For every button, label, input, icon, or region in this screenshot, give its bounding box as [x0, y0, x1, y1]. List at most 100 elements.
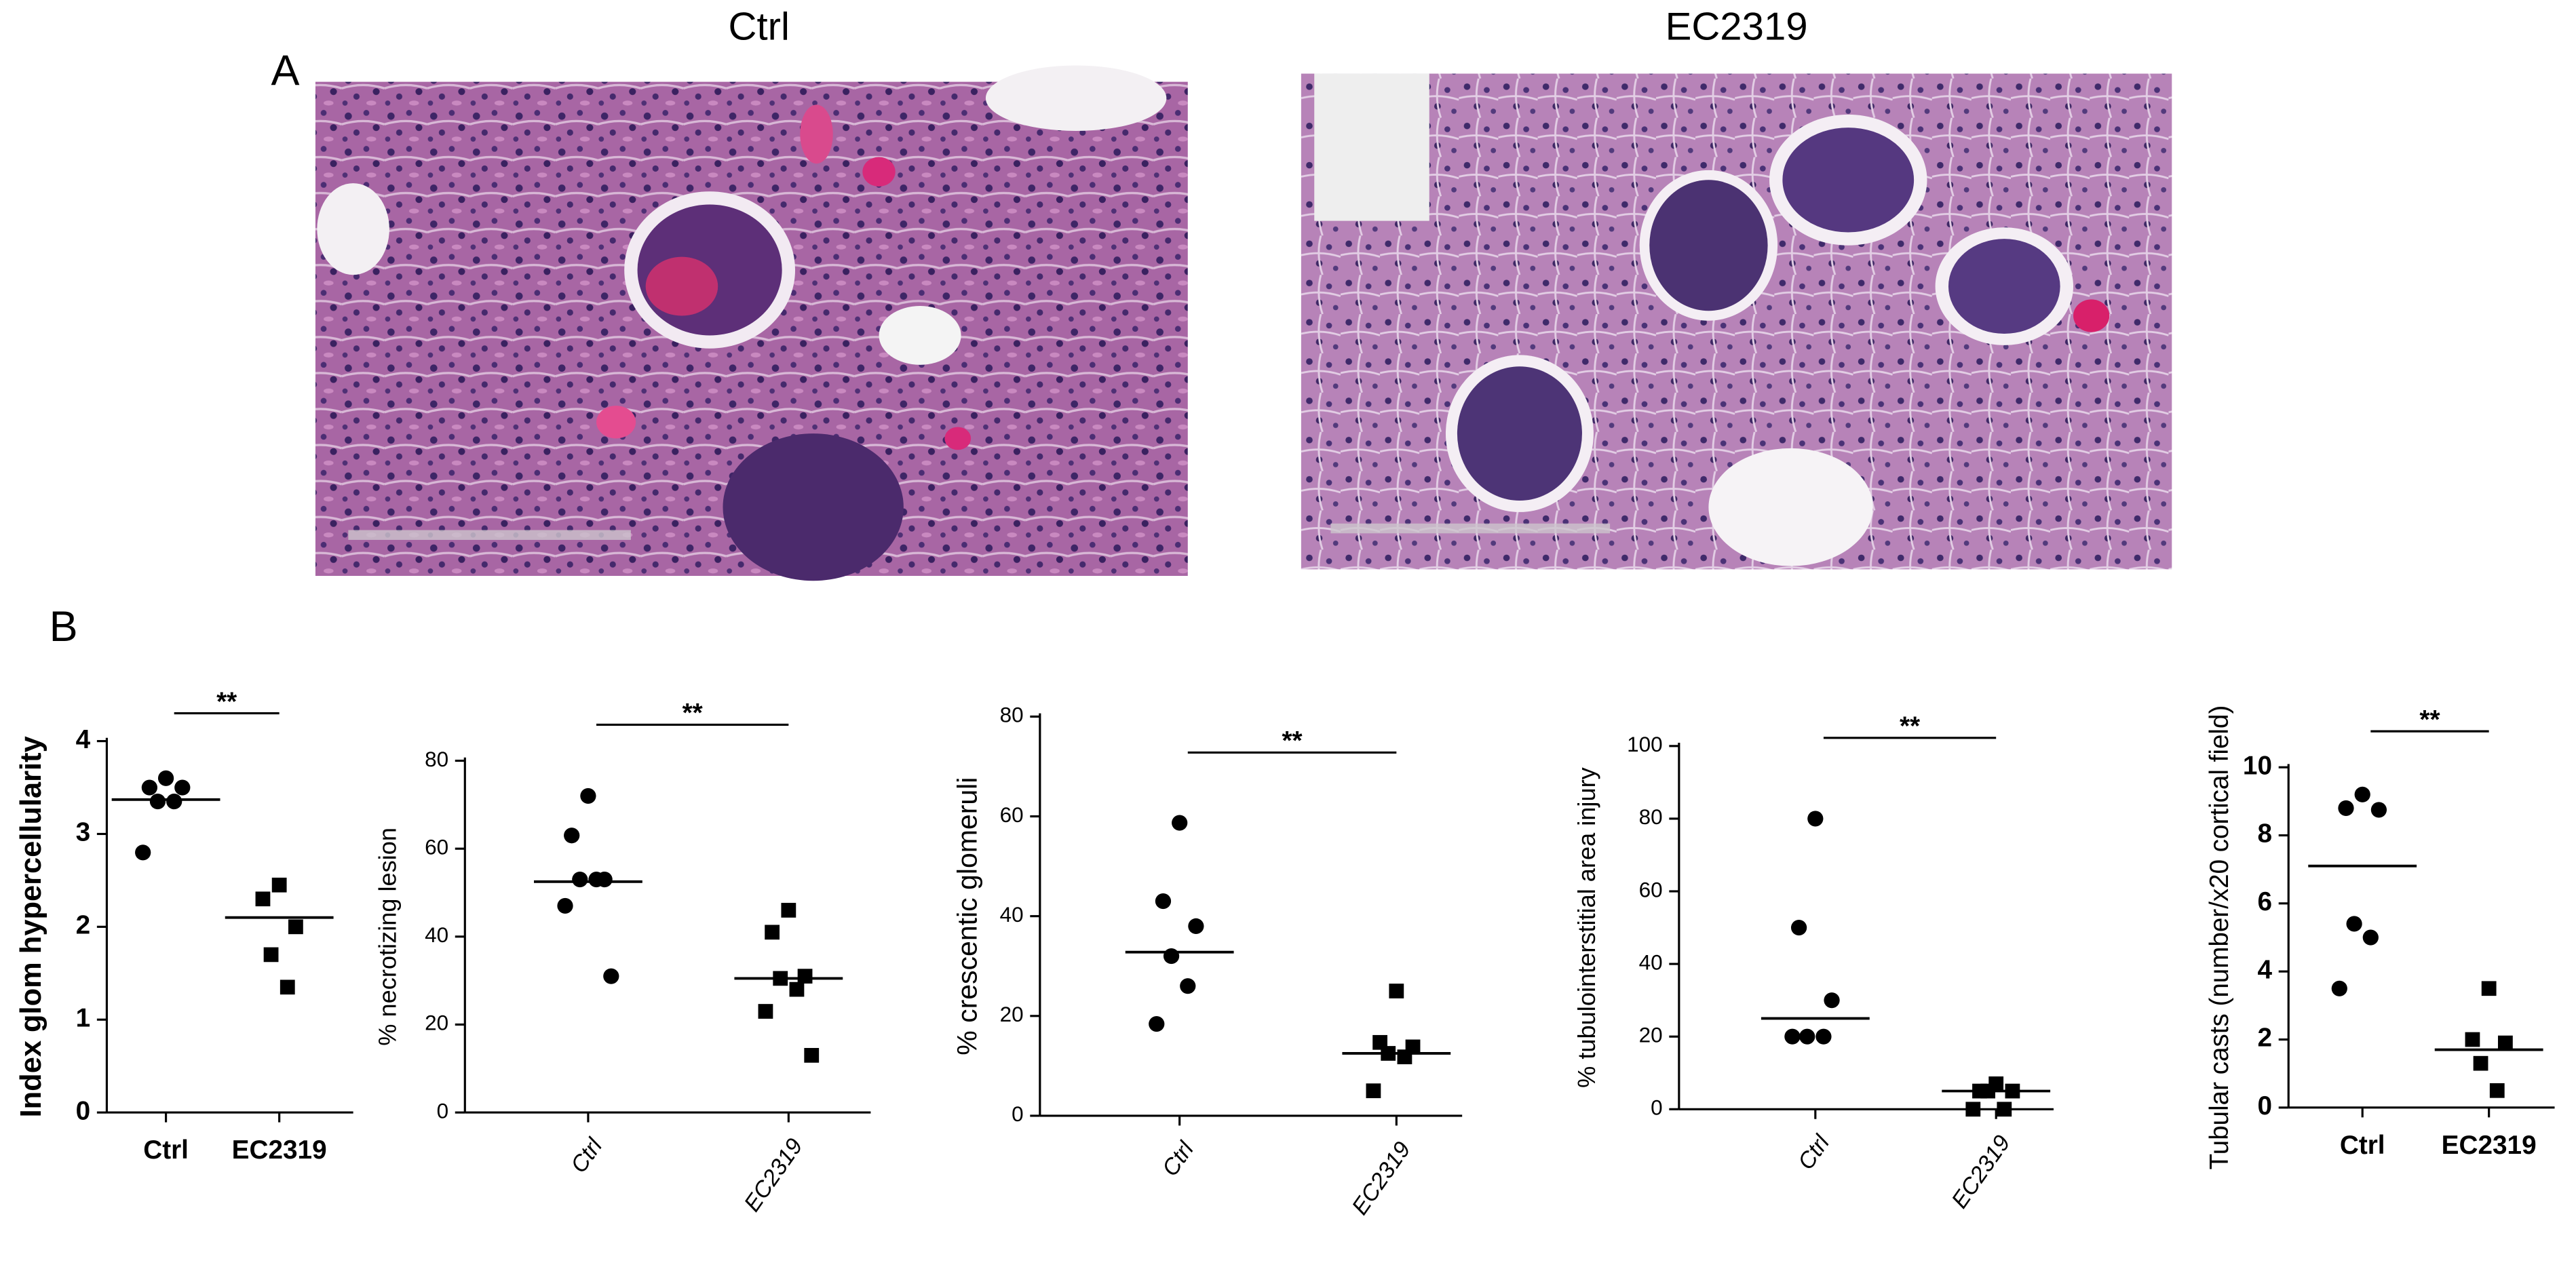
data-point: [765, 925, 780, 940]
y-tick-label: 4: [2257, 955, 2272, 984]
y-tick-label: 0: [1651, 1096, 1663, 1120]
y-tick-label: 10: [2243, 751, 2272, 780]
significance-label: **: [1900, 712, 1920, 741]
significance-label: **: [683, 699, 703, 728]
y-tick-label: 40: [1000, 903, 1024, 927]
x-tick-label: Ctrl: [566, 1133, 608, 1178]
data-point: [797, 969, 813, 984]
data-point: [1180, 978, 1196, 994]
y-tick-label: 20: [1000, 1003, 1024, 1026]
data-point: [1397, 1049, 1412, 1064]
panel-label: B: [50, 603, 78, 650]
data-point: [1815, 1028, 1832, 1045]
x-tick-label: EC2319: [2442, 1131, 2537, 1160]
data-point: [1784, 1028, 1801, 1045]
data-point: [588, 871, 604, 888]
dot-plot: 0 1 2 3 4 Index glom hypercellularity Ctrl EC23…: [15, 687, 353, 1165]
significance-label: **: [1282, 726, 1302, 756]
data-point: [149, 793, 166, 810]
histology-image: [315, 65, 1188, 581]
y-tick-label: 2: [76, 911, 91, 940]
x-tick-label: Ctrl: [1157, 1136, 1199, 1181]
x-tick-label: EC2319: [739, 1133, 808, 1216]
y-tick-label: 2: [2257, 1024, 2272, 1053]
image-title: Ctrl: [729, 5, 790, 49]
data-point: [580, 788, 596, 804]
data-point: [280, 979, 295, 995]
data-point: [263, 947, 279, 963]
y-tick-label: 3: [76, 818, 91, 847]
histology-image: [1301, 73, 2172, 570]
y-tick-label: 100: [1627, 733, 1663, 756]
data-point: [2370, 802, 2387, 818]
x-tick-label: Ctrl: [143, 1135, 189, 1165]
data-point: [2362, 929, 2379, 946]
dot-plot: 0 2 4 6 8 10 Tubular casts (number/x20 cortica…: [2205, 705, 2555, 1170]
data-point: [271, 877, 287, 893]
data-point: [141, 779, 157, 796]
x-tick-label: Ctrl: [2340, 1131, 2385, 1160]
y-tick-label: 40: [1639, 950, 1663, 974]
data-point: [2354, 786, 2370, 802]
significance-label: **: [216, 687, 237, 716]
data-point: [157, 770, 174, 786]
data-point: [572, 871, 588, 888]
y-tick-label: 8: [2257, 819, 2272, 849]
data-point: [1389, 984, 1404, 998]
data-point: [1799, 1028, 1815, 1045]
data-point: [174, 779, 191, 796]
data-point: [1965, 1102, 1981, 1117]
y-tick-label: 6: [2257, 887, 2272, 916]
data-point: [288, 919, 303, 935]
data-point: [1155, 893, 1172, 910]
data-point: [2489, 1083, 2505, 1098]
y-tick-label: 0: [437, 1099, 449, 1123]
data-point: [135, 844, 151, 861]
y-axis-label: % crescentic glomeruli: [952, 777, 983, 1055]
data-point: [1807, 811, 1824, 827]
y-tick-label: 40: [425, 923, 448, 947]
data-point: [557, 897, 573, 914]
y-axis-label: Index glom hypercellularity: [15, 736, 47, 1117]
data-point: [603, 968, 619, 984]
data-point: [2331, 980, 2347, 996]
data-point: [564, 828, 580, 844]
data-point: [804, 1047, 820, 1063]
data-point: [2497, 1035, 2513, 1051]
data-point: [1163, 948, 1180, 965]
data-point: [789, 982, 805, 997]
data-point: [1149, 1015, 1165, 1032]
y-tick-label: 60: [1000, 803, 1024, 827]
y-tick-label: 1: [76, 1003, 91, 1032]
data-point: [2346, 916, 2362, 932]
y-tick-label: 0: [2257, 1091, 2272, 1121]
charts: 0 1 2 3 4 Index glom hypercellularity Ctrl EC23…: [15, 687, 2555, 1220]
x-tick-label: Ctrl: [1793, 1129, 1835, 1174]
y-tick-label: 0: [76, 1096, 91, 1125]
x-tick-label: EC2319: [1347, 1137, 1416, 1220]
data-point: [1824, 992, 1840, 1009]
y-tick-label: 60: [1639, 878, 1663, 901]
y-tick-label: 20: [1639, 1024, 1663, 1047]
y-tick-label: 4: [76, 725, 91, 754]
y-tick-label: 60: [425, 836, 448, 859]
data-point: [1172, 815, 1188, 831]
y-axis-label: % tubulointerstitial area injury: [1573, 766, 1600, 1087]
data-point: [758, 1004, 773, 1019]
dot-plot: 0 20 40 60 80 100 % tubulointerstitial area in…: [1573, 712, 2054, 1213]
dot-plot: 0 20 40 60 80 % crescentic glomeruli Ctrl EC231…: [952, 703, 1463, 1220]
data-point: [255, 891, 271, 907]
data-point: [1366, 1083, 1381, 1098]
panel-label: A: [271, 47, 300, 94]
data-point: [2481, 981, 2497, 996]
y-tick-label: 20: [425, 1011, 448, 1035]
y-tick-label: 0: [1012, 1102, 1024, 1126]
image-title: EC2319: [1666, 5, 1808, 49]
y-axis-label: % necrotizing lesion: [373, 828, 401, 1046]
dot-plot: 0 20 40 60 80 % necrotizing lesion Ctrl EC2319 *…: [373, 699, 871, 1216]
x-tick-label: EC2319: [232, 1135, 327, 1165]
y-axis-label: Tubular casts (number/x20 cortical field…: [2205, 705, 2234, 1170]
significance-label: **: [2419, 705, 2440, 735]
